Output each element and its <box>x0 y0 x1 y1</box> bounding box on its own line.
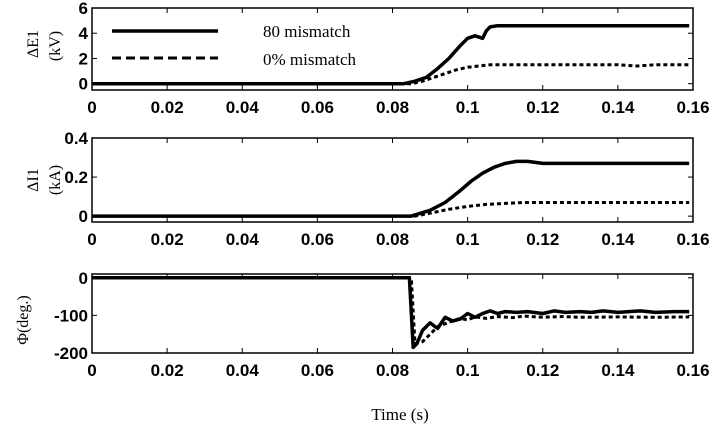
current-xtick-label: 0.16 <box>676 230 709 249</box>
phase-ytick-label: -100 <box>54 306 88 325</box>
legend-solid-label: 80 mismatch <box>263 22 351 41</box>
phase-xtick-label: 0.16 <box>676 361 709 380</box>
phase-series-0pct-mismatch-line <box>92 276 690 346</box>
voltage-xtick-label: 0.16 <box>676 98 709 117</box>
phase-xtick-label: 0.12 <box>526 361 559 380</box>
voltage-xtick-label: 0.04 <box>226 98 260 117</box>
voltage-frame <box>91 7 694 91</box>
current-series-0pct-mismatch-line <box>92 201 690 218</box>
phase-xtick-label: 0.02 <box>151 361 184 380</box>
phase-xtick-label: 0.1 <box>456 361 480 380</box>
current-series-80-mismatch-line <box>92 159 690 218</box>
phase-axes: 0 0.02 0.04 0.06 0.08 0.1 0.12 0.14 0.16 0 -100 -20… <box>54 269 710 380</box>
voltage-xtick-label: 0.08 <box>376 98 409 117</box>
current-xtick-label: 0.12 <box>526 230 559 249</box>
current-xtick-label: 0.08 <box>376 230 409 249</box>
current-xtick-label: 0 <box>87 230 96 249</box>
current-xtick-label: 0.1 <box>456 230 480 249</box>
phase-xtick-label: 0.04 <box>226 361 260 380</box>
current-ytick-label: 0.2 <box>64 168 88 187</box>
phase-series-80-mismatch-line <box>92 276 690 350</box>
subplot-current: ΔI1 (kA) 0 0.02 0.04 0.06 0.08 0.1 0.12 0.14 0.1… <box>25 129 710 249</box>
current-ylabel-line2: (kA) <box>47 165 64 195</box>
voltage-ylabel-line2: (kV) <box>47 31 64 61</box>
voltage-series-80-mismatch-line <box>92 23 690 86</box>
voltage-ytick-label: 6 <box>79 0 88 18</box>
current-ylabel-line1: ΔI1 <box>25 168 42 192</box>
current-xtick-label: 0.06 <box>301 230 334 249</box>
voltage-ytick-label: 0 <box>79 75 88 94</box>
phase-xtick-label: 0.08 <box>376 361 409 380</box>
current-axes: 0 0.02 0.04 0.06 0.08 0.1 0.12 0.14 0.16 0 0.2 0.4 <box>64 129 709 249</box>
phase-ylabel: Φ(deg.) <box>15 295 32 344</box>
legend-dashed-label: 0% mismatch <box>263 50 357 69</box>
current-frame <box>91 137 694 223</box>
phase-xtick-label: 0.14 <box>601 361 635 380</box>
current-xtick-label: 0.04 <box>226 230 260 249</box>
voltage-xtick-label: 0.12 <box>526 98 559 117</box>
subplot-voltage: ΔE1 (kV) 0 0.02 0.04 0.06 0.08 0.1 0.12 0.14 0.1… <box>25 0 710 117</box>
subplot-phase: Φ(deg.) 0 0.02 0.04 0.06 0.08 0.1 0.12 0.14 0.16… <box>15 269 710 424</box>
voltage-xtick-label: 0.14 <box>601 98 635 117</box>
phase-ytick-label: -200 <box>54 344 88 363</box>
voltage-ytick-label: 2 <box>79 49 88 68</box>
current-ytick-label: 0 <box>79 207 88 226</box>
voltage-series-0pct-mismatch-line <box>92 63 690 86</box>
voltage-xtick-label: 0.06 <box>301 98 334 117</box>
legend: 80 mismatch 0% mismatch <box>112 22 357 69</box>
voltage-xtick-label: 0 <box>87 98 96 117</box>
voltage-xtick-label: 0.02 <box>151 98 184 117</box>
phase-xtick-label: 0 <box>87 361 96 380</box>
phase-frame <box>91 273 694 354</box>
voltage-ylabel-line1: ΔE1 <box>25 30 42 58</box>
voltage-ytick-label: 4 <box>79 24 89 43</box>
current-xtick-label: 0.02 <box>151 230 184 249</box>
voltage-axes: 0 0.02 0.04 0.06 0.08 0.1 0.12 0.14 0.16 0 2 4 6 <box>79 0 710 117</box>
phase-ytick-label: 0 <box>79 269 88 288</box>
voltage-xtick-label: 0.1 <box>456 98 480 117</box>
x-axis-label: Time (s) <box>371 405 428 424</box>
current-xtick-label: 0.14 <box>601 230 635 249</box>
current-ytick-label: 0.4 <box>64 129 88 148</box>
phase-xtick-label: 0.06 <box>301 361 334 380</box>
